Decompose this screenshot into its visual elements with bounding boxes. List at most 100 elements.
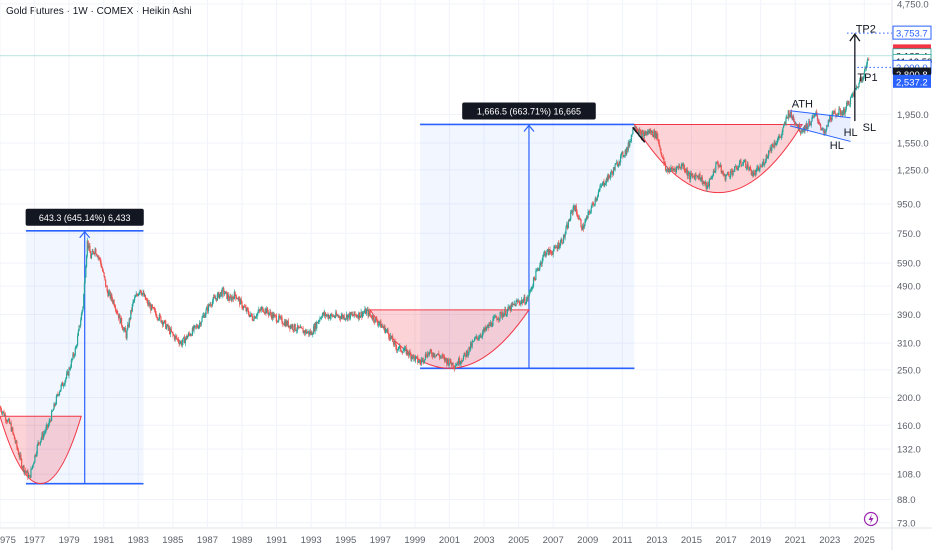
candle-body: [185, 335, 187, 339]
candle-body: [830, 119, 832, 121]
candle-body: [767, 156, 769, 158]
candle-body: [589, 211, 591, 213]
candle-body: [75, 346, 77, 348]
candle-body: [152, 307, 154, 309]
candle-body: [157, 319, 160, 321]
candle-body: [4, 415, 6, 417]
price-axis[interactable]: 4,750.0 1,950.0 1,550.0 1,250.0 950.0 750.0 59…: [897, 0, 929, 529]
candle-body: [187, 333, 190, 337]
candle-body: [783, 125, 785, 128]
y-tick-label: 132.0: [897, 445, 921, 456]
candle-body: [391, 336, 393, 339]
candle-body: [598, 189, 600, 193]
candle-body: [711, 177, 713, 179]
candle-body: [52, 409, 54, 411]
candle-body: [612, 167, 615, 175]
candle-body: [55, 396, 57, 404]
candle-body: [296, 330, 298, 332]
candle-body: [769, 147, 771, 152]
candle-body: [788, 110, 790, 118]
candle-body: [411, 356, 413, 359]
candle-body: [141, 293, 143, 295]
candle-body: [760, 166, 763, 168]
candle-body: [325, 315, 327, 317]
candle-body: [587, 212, 589, 218]
candle-body: [335, 312, 337, 317]
candle-body: [824, 131, 826, 133]
tradingview-logo[interactable]: [863, 511, 879, 527]
candle-body: [600, 185, 602, 187]
candle-body: [241, 301, 243, 309]
candle-body: [694, 175, 696, 180]
candle-body: [230, 296, 232, 298]
candle-body: [339, 317, 341, 320]
candle-body: [647, 130, 650, 133]
candle-body: [365, 308, 367, 315]
candle-body: [768, 150, 770, 157]
candle-body: [686, 169, 688, 173]
candle-body: [375, 317, 377, 319]
candle-body: [466, 350, 468, 357]
candle-body: [255, 316, 257, 318]
candle-body: [252, 320, 254, 321]
x-tick-label: 2015: [681, 535, 702, 546]
candle-body: [59, 389, 61, 392]
candle-body: [486, 325, 488, 328]
candle-body: [97, 256, 99, 258]
candle-body: [137, 295, 139, 296]
candle-body: [560, 239, 562, 242]
candle-body: [371, 317, 373, 320]
candle-body: [532, 277, 535, 287]
candle-body: [245, 307, 247, 311]
candle-body: [333, 315, 335, 318]
candle-body: [509, 306, 512, 311]
candle-body: [35, 455, 37, 456]
candle-body: [140, 289, 142, 293]
candle-body: [863, 71, 865, 77]
candle-body: [209, 304, 211, 306]
candle-body: [304, 330, 306, 334]
candle-body: [417, 362, 420, 363]
candle-body: [67, 371, 69, 376]
candle-body: [607, 174, 609, 182]
candle-body: [454, 367, 456, 369]
price-tag: 3,753.7: [892, 25, 932, 40]
candle-body: [682, 165, 685, 167]
candle-body: [362, 313, 364, 317]
candle-body: [230, 296, 232, 301]
candle-body: [760, 166, 762, 167]
candle-body: [573, 205, 575, 208]
candle-body: [477, 337, 480, 340]
candle-body: [840, 112, 842, 115]
candle-body: [158, 314, 160, 320]
time-axis[interactable]: 975 1977 1979 1981 1983 1985 1987 1989 1991 1993 1…: [0, 535, 875, 546]
candle-body: [799, 131, 801, 134]
candle-body: [341, 314, 343, 317]
candle-body: [428, 352, 430, 355]
candle-body: [189, 334, 191, 336]
x-tick-label: 1993: [301, 535, 322, 546]
candle-body: [172, 332, 174, 335]
y-tick-label: 490.0: [897, 282, 921, 293]
candle-body: [104, 276, 106, 280]
candle-body: [759, 166, 761, 170]
candle-body: [619, 155, 622, 163]
candle-body: [470, 343, 472, 347]
candle-body: [508, 306, 510, 309]
candle-body: [492, 319, 494, 326]
candle-body: [813, 114, 815, 117]
candle-body: [374, 317, 376, 323]
candle-body: [426, 356, 428, 358]
y-tick-label: 590.0: [897, 259, 921, 270]
logo-bolt-icon: [868, 514, 874, 524]
candle-body: [562, 235, 565, 243]
candle-body: [262, 311, 265, 313]
candle-body: [250, 313, 252, 316]
channel-lower-line: [789, 125, 851, 142]
candle-body: [574, 206, 577, 211]
candle-body: [732, 171, 734, 175]
candle-body: [713, 170, 715, 173]
candle-body: [383, 325, 385, 328]
candle-body: [233, 291, 235, 300]
